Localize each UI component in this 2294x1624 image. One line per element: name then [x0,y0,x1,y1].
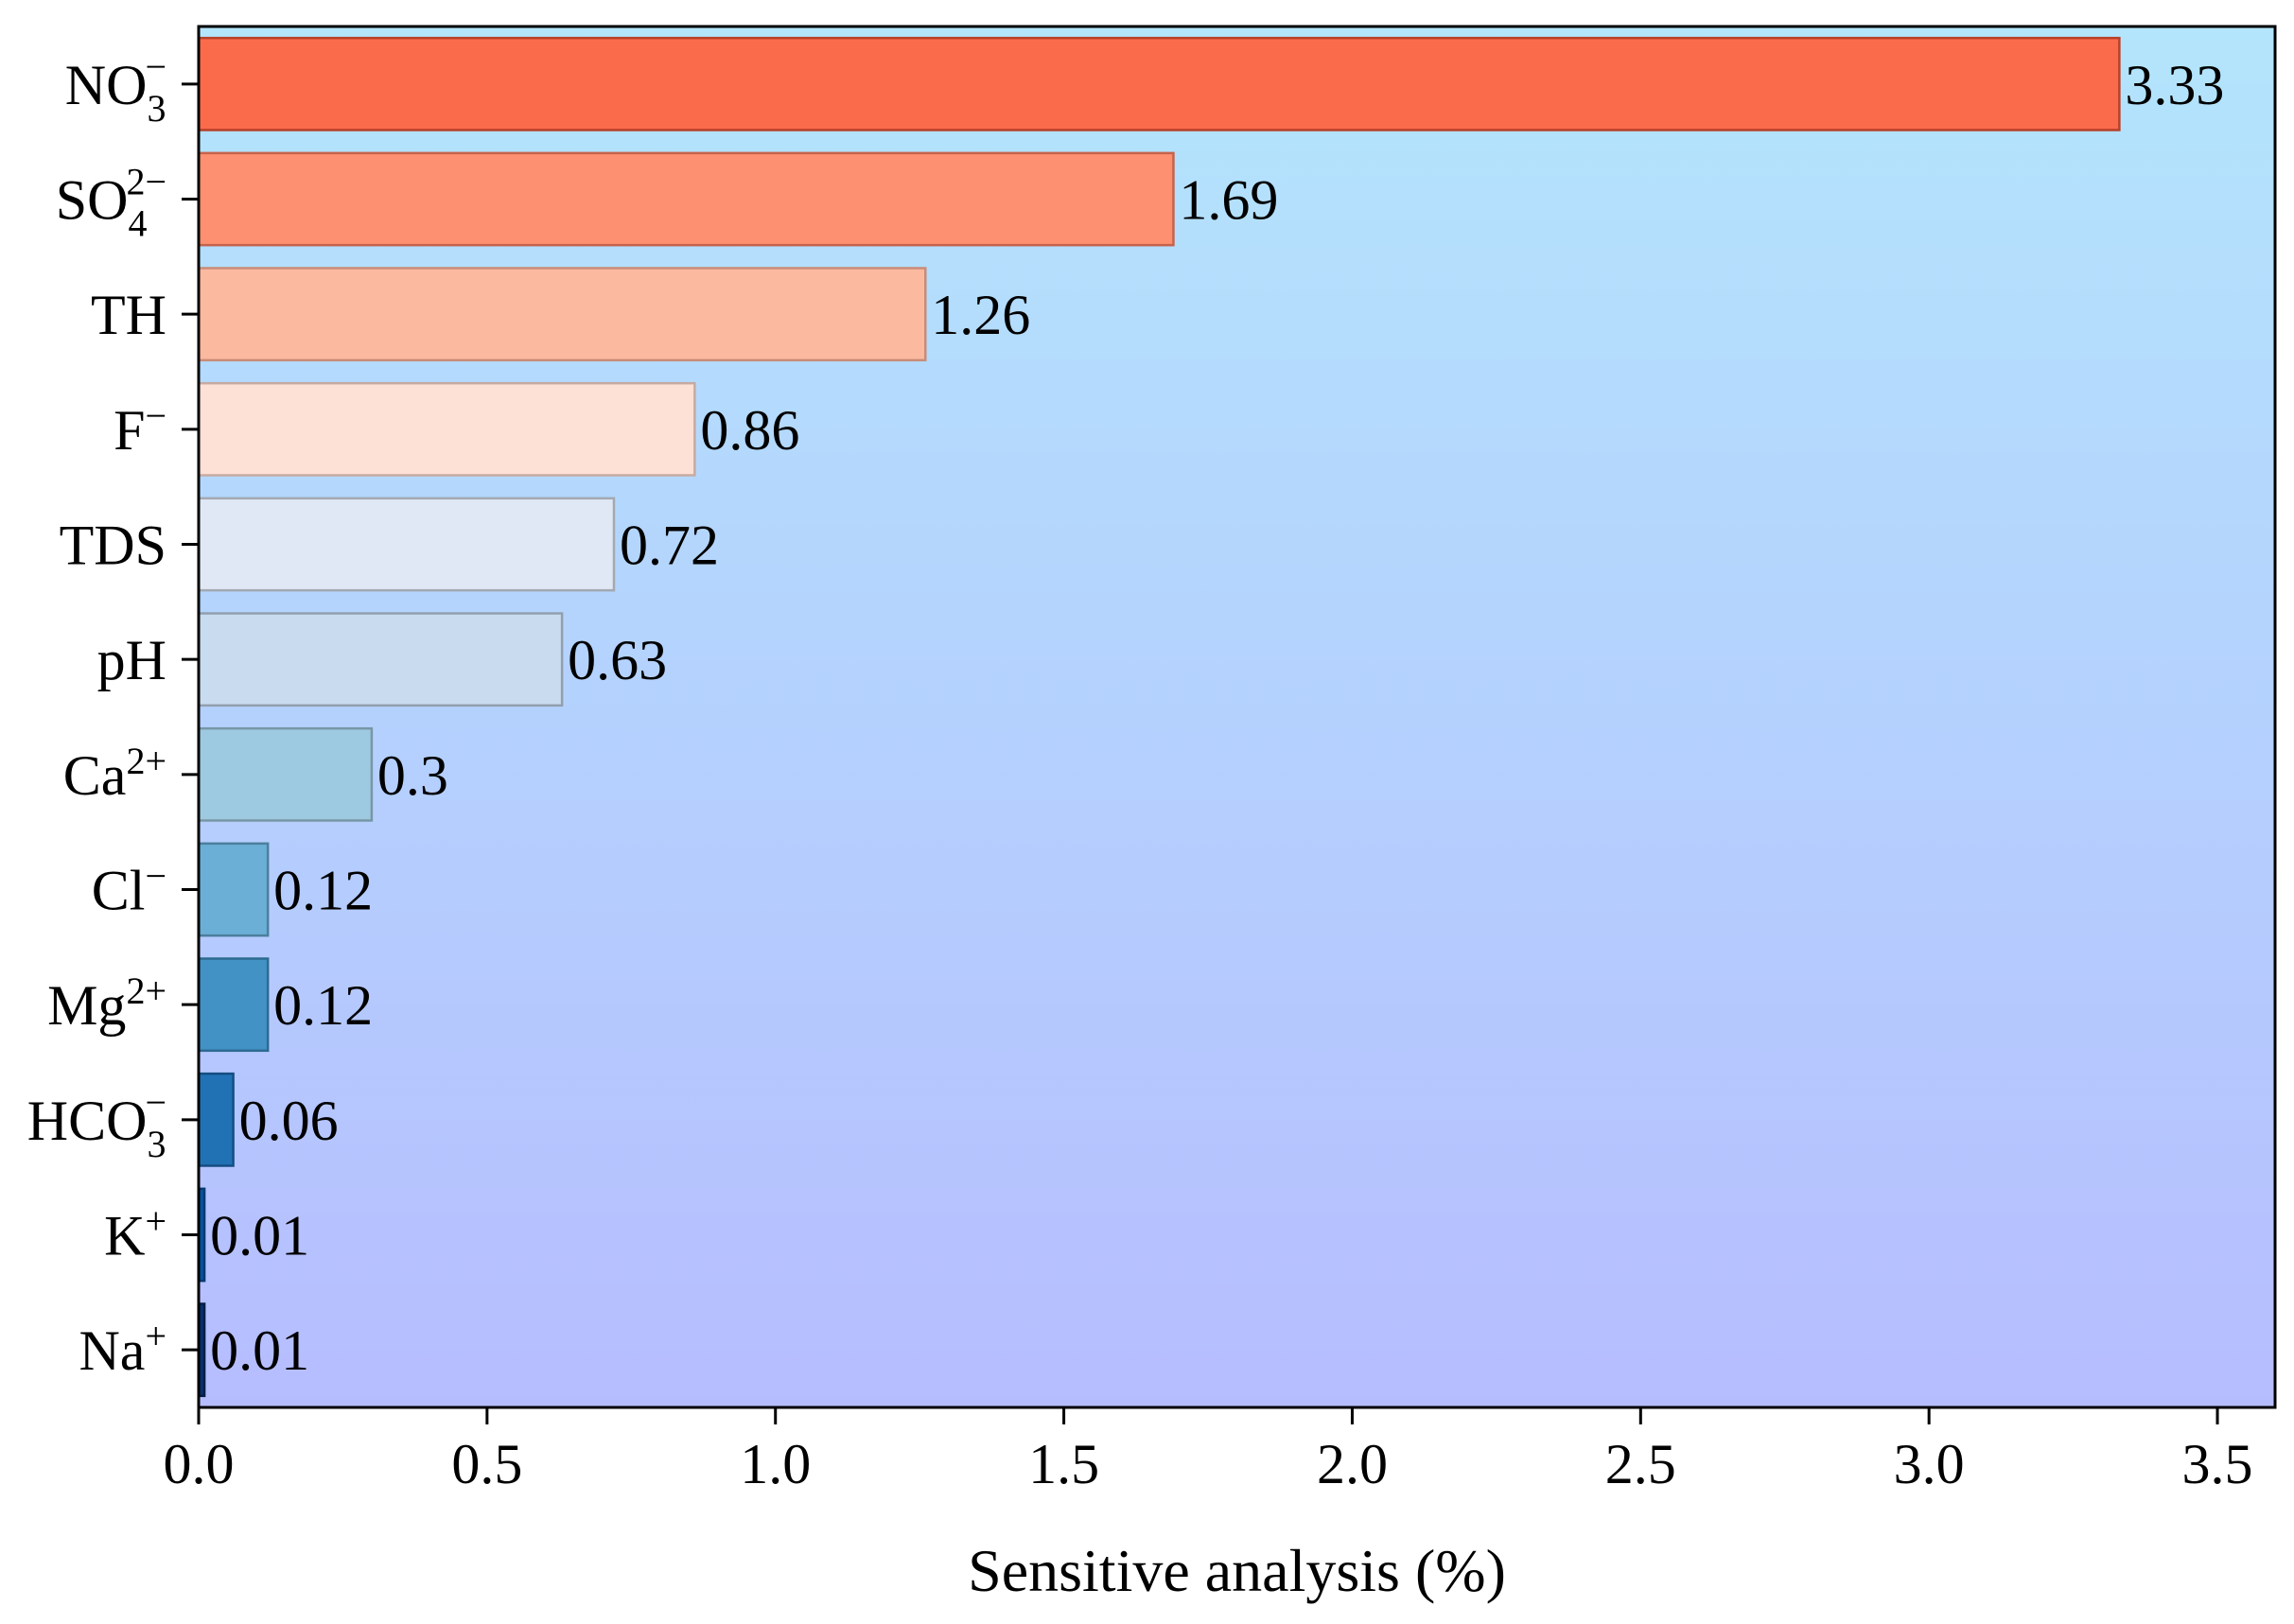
value-label-4: 0.72 [620,515,719,577]
bar-6 [197,726,374,822]
y-axis: NO3− SO42− TH F− TDS pH Ca2+ Cl− Mg2+ HCO3−… [27,45,199,1382]
bar-9 [197,1072,235,1167]
bars-group [197,36,2121,1398]
value-label-0: 3.33 [2125,54,2224,116]
x-tick-label-2: 1.0 [740,1433,811,1495]
bar-1 [197,151,1175,247]
category-label-1: SO42− [56,161,166,245]
value-label-8: 0.12 [273,974,373,1037]
value-labels-group: 3.331.691.260.860.720.630.30.120.120.060… [210,54,2224,1382]
bar-3 [197,381,696,477]
category-label-2: TH [91,284,166,346]
x-tick-label-1: 0.5 [451,1433,522,1495]
category-label-6: Ca2+ [63,740,166,807]
category-label-9: HCO3− [27,1081,166,1165]
plot-background [199,26,2275,1407]
value-label-5: 0.63 [568,629,667,691]
category-label-4: TDS [60,515,166,577]
category-label-3: F− [114,394,166,462]
value-label-6: 0.3 [377,744,448,807]
value-label-1: 1.69 [1179,169,1278,232]
category-label-10: K+ [104,1200,166,1267]
category-label-7: Cl− [92,855,166,922]
category-label-0: NO3− [65,45,166,130]
value-label-9: 0.06 [239,1090,339,1152]
category-label-11: Na+ [79,1315,166,1382]
plot-frame [197,25,2277,1409]
category-label-5: pH [97,629,166,691]
x-axis: 0.0 0.5 1.0 1.5 2.0 2.5 3.0 3.5 [164,1407,2253,1495]
x-tick-label-3: 1.5 [1028,1433,1099,1495]
value-label-7: 0.12 [273,860,373,922]
x-axis-title: Sensitive analysis (%) [968,1537,1506,1604]
x-tick-label-6: 3.0 [1894,1433,1965,1495]
value-label-11: 0.01 [210,1319,309,1382]
value-label-2: 1.26 [931,284,1030,346]
x-tick-label-7: 3.5 [2182,1433,2253,1495]
x-tick-label-5: 2.5 [1605,1433,1676,1495]
value-label-10: 0.01 [210,1205,309,1267]
category-label-8: Mg2+ [47,969,166,1037]
bar-5 [197,612,564,707]
bar-8 [197,957,270,1053]
bar-4 [197,497,616,592]
bar-2 [197,267,927,362]
value-label-3: 0.86 [700,399,799,462]
bar-7 [197,842,270,937]
x-tick-label-0: 0.0 [164,1433,235,1495]
x-tick-label-4: 2.0 [1317,1433,1388,1495]
bar-0 [197,36,2121,131]
